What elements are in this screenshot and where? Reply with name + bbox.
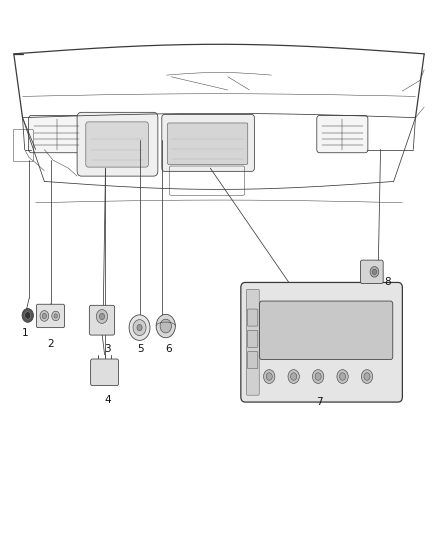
Circle shape [96, 310, 108, 324]
FancyBboxPatch shape [247, 289, 259, 395]
Circle shape [315, 373, 321, 380]
Circle shape [129, 315, 150, 341]
Text: 1: 1 [21, 328, 28, 338]
FancyBboxPatch shape [89, 305, 115, 335]
Circle shape [288, 369, 299, 383]
Circle shape [156, 314, 175, 338]
FancyBboxPatch shape [247, 330, 258, 348]
Circle shape [42, 313, 46, 319]
Text: 2: 2 [48, 338, 54, 349]
Circle shape [160, 319, 171, 333]
FancyBboxPatch shape [86, 122, 148, 167]
Circle shape [266, 373, 272, 380]
FancyBboxPatch shape [28, 116, 84, 153]
Text: 3: 3 [104, 344, 111, 354]
Circle shape [312, 369, 324, 383]
Text: 7: 7 [316, 397, 323, 407]
Circle shape [52, 311, 60, 321]
Circle shape [370, 266, 379, 277]
Text: 5: 5 [137, 344, 144, 354]
Circle shape [339, 373, 346, 380]
Circle shape [133, 320, 146, 336]
Circle shape [40, 311, 49, 321]
FancyBboxPatch shape [77, 112, 158, 176]
FancyBboxPatch shape [91, 359, 119, 385]
FancyBboxPatch shape [360, 260, 383, 284]
FancyBboxPatch shape [36, 304, 64, 328]
FancyBboxPatch shape [317, 116, 368, 153]
FancyBboxPatch shape [241, 282, 403, 402]
Circle shape [290, 373, 297, 380]
Text: 6: 6 [166, 344, 172, 354]
FancyBboxPatch shape [167, 123, 248, 165]
FancyBboxPatch shape [247, 352, 258, 368]
Circle shape [361, 369, 373, 383]
Text: 4: 4 [104, 395, 111, 406]
Circle shape [137, 325, 142, 331]
Circle shape [264, 369, 275, 383]
Circle shape [372, 269, 377, 274]
Circle shape [25, 312, 31, 319]
FancyBboxPatch shape [260, 301, 393, 360]
Circle shape [99, 313, 105, 320]
Circle shape [337, 369, 348, 383]
FancyBboxPatch shape [162, 115, 254, 171]
Circle shape [364, 373, 370, 380]
Circle shape [54, 314, 57, 318]
Circle shape [22, 309, 33, 322]
FancyBboxPatch shape [247, 309, 258, 326]
Text: 8: 8 [384, 278, 390, 287]
